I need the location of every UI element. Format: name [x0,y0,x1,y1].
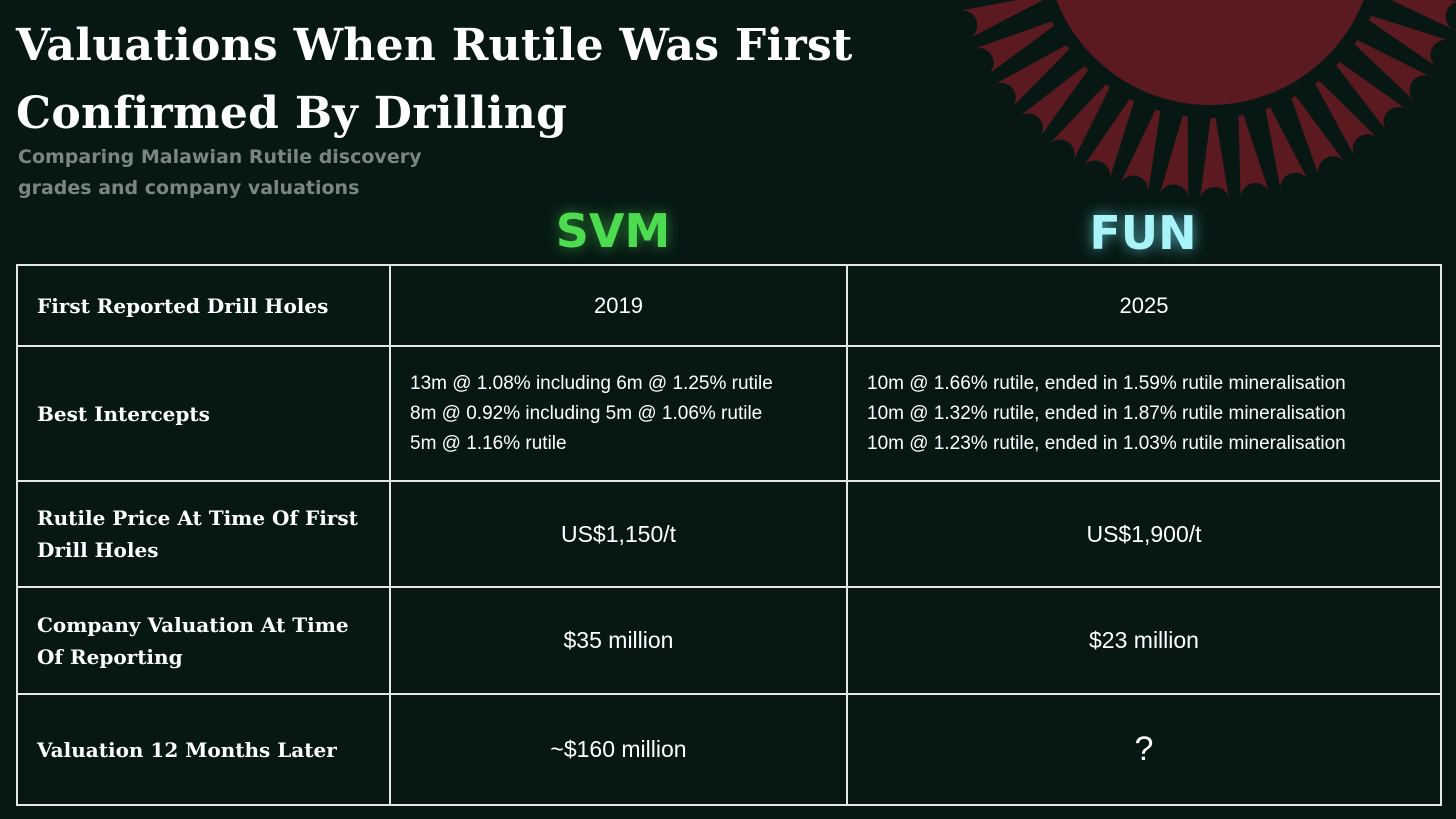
sun-ray [1368,15,1453,69]
fun-cell: $23 million [846,586,1442,695]
row-label: Valuation 12 Months Later [16,693,391,806]
sun-ray [1336,61,1409,133]
page-subtitle: Comparing Malawian Rutile discovery grad… [18,146,422,199]
intercept-list: 10m @ 1.66% rutile, ended in 1.59% rutil… [848,369,1440,459]
fun-cell: 10m @ 1.66% rutile, ended in 1.59% rutil… [846,345,1442,482]
sun-ray [960,0,1043,40]
sun-ray [1017,66,1089,139]
sun-ray [1119,109,1161,195]
fun-cell: 2025 [846,264,1442,347]
sun-ray [1315,80,1380,159]
svm-cell: 13m @ 1.08% including 6m @ 1.25% rutile … [389,345,848,482]
sun-ray [1238,114,1271,201]
intercept-line: 5m @ 1.16% rutile [410,432,567,454]
intercept-line: 13m @ 1.08% including 6m @ 1.25% rutile [410,372,773,394]
intercept-list: 13m @ 1.08% including 6m @ 1.25% rutile … [391,369,846,459]
row-label: Rutile Price At Time Of First Drill Hole… [16,480,391,588]
fun-cell: US$1,900/t [846,480,1442,588]
sun-ray [1391,0,1456,31]
fun-cell: ? [846,693,1442,806]
row-label: First Reported Drill Holes [16,264,391,347]
intercept-line: 10m @ 1.23% rutile, ended in 1.03% rutil… [867,432,1346,454]
sun-ray [971,21,1055,77]
table-row: Best Intercepts 13m @ 1.08% including 6m… [16,345,1442,482]
svm-cell: US$1,150/t [389,480,848,588]
sunburst-decoration-icon [960,0,1456,203]
table-row: Valuation 12 Months Later ~$160 million … [16,693,1442,806]
svm-cell: 2019 [389,264,848,347]
company-heading-svm: SVM [555,204,671,258]
row-label: Best Intercepts [16,345,391,482]
svm-cell: ~$160 million [389,693,848,806]
row-label: Company Valuation At Time Of Reporting [16,586,391,695]
sun-ray [1199,117,1230,203]
table-row: Company Valuation At Time Of Reporting $… [16,586,1442,695]
intercept-line: 10m @ 1.32% rutile, ended in 1.87% rutil… [867,402,1346,424]
sun-ray [1265,107,1310,193]
table-row: First Reported Drill Holes 2019 2025 [16,264,1442,347]
sun-ray [1081,98,1135,183]
table-row: Rutile Price At Time Of First Drill Hole… [16,480,1442,588]
page-title: Valuations When Rutile Was First Confirm… [16,20,853,139]
sun-ray [1354,40,1434,103]
sun-ray [991,45,1070,110]
comparison-table: First Reported Drill Holes 2019 2025 Bes… [16,264,1442,806]
sun-ray [1047,84,1110,164]
intercept-line: 10m @ 1.66% rutile, ended in 1.59% rutil… [867,372,1346,394]
sun-ray [1158,115,1189,202]
intercept-line: 8m @ 0.92% including 5m @ 1.06% rutile [410,402,763,424]
svm-cell: $35 million [389,586,848,695]
company-heading-fun: FUN [1089,206,1197,260]
sun-ray [1291,95,1347,179]
